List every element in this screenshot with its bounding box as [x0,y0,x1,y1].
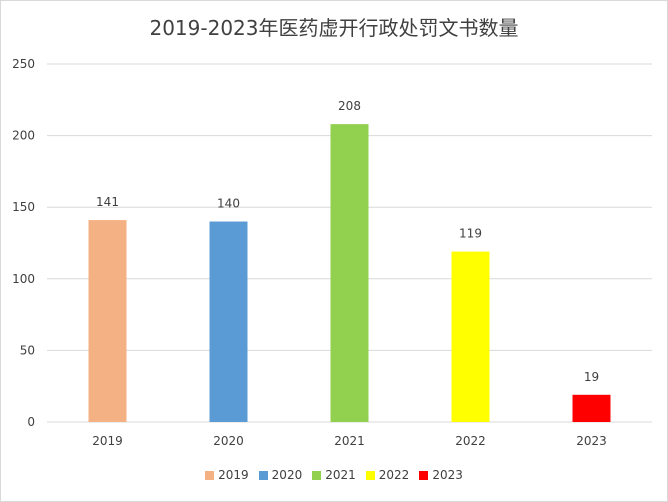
chart-title: 2019-2023年医药虚开行政处罚文书数量 [149,16,519,40]
data-label-2020: 140 [217,197,240,211]
data-label-2022: 119 [459,227,482,241]
x-tick-label: 2021 [334,434,365,448]
y-tick-label: 50 [20,343,35,357]
y-tick-label: 100 [12,272,35,286]
y-tick-label: 200 [12,129,35,143]
legend-item-2019: 2019 [205,468,249,482]
x-tick-label: 2019 [92,434,123,448]
bar-2019 [88,220,127,422]
chart-legend: 2019 2020 2021 2022 2023 [0,468,668,482]
legend-label: 2022 [378,468,410,482]
y-tick-label: 250 [12,57,35,71]
legend-item-2023: 2023 [419,468,463,482]
legend-item-2022: 2022 [365,468,410,482]
y-tick-label: 0 [27,415,35,429]
bar-2021 [330,124,369,423]
bar-2022 [451,251,490,422]
legend-item-2020: 2020 [258,468,303,482]
data-label-2019: 141 [96,195,119,209]
legend-item-2021: 2021 [312,468,356,482]
legend-label: 2023 [432,468,463,482]
legend-swatch [205,470,215,480]
x-tick-label: 2022 [455,434,486,448]
x-tick-label: 2023 [576,434,607,448]
legend-swatch [258,470,268,480]
legend-label: 2021 [325,468,356,482]
y-tick-label: 150 [12,200,35,214]
x-tick-label: 2020 [213,434,244,448]
legend-swatch [419,470,429,480]
bar-2020 [209,221,248,422]
legend-label: 2020 [271,468,303,482]
bar-2023 [572,394,611,422]
data-label-2023: 19 [584,370,599,384]
legend-swatch [312,470,322,480]
legend-swatch [365,470,375,480]
legend-label: 2019 [218,468,249,482]
data-label-2021: 208 [338,99,361,113]
